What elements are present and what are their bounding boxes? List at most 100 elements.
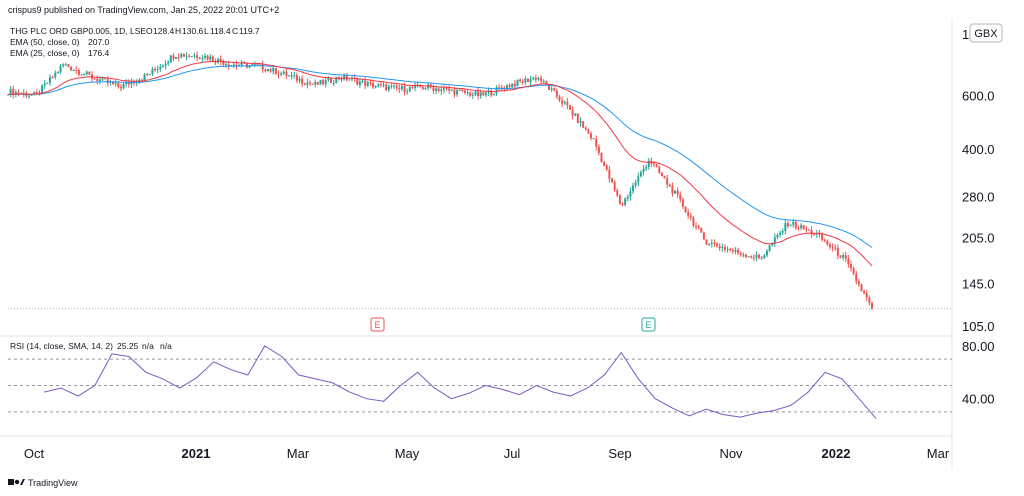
- candle-body: [67, 64, 70, 67]
- candle-body: [453, 89, 456, 95]
- candle-body: [561, 100, 564, 104]
- earnings-marker[interactable]: E: [641, 317, 656, 332]
- candle-body: [676, 190, 679, 195]
- candle-body: [758, 254, 761, 258]
- candle-body: [671, 185, 674, 194]
- candle-body: [705, 239, 708, 245]
- candle-body: [771, 243, 774, 246]
- candle-body: [377, 84, 380, 87]
- candle-body: [303, 83, 306, 85]
- candle-body: [687, 212, 690, 216]
- candle-body: [316, 82, 319, 85]
- ohlc-low-key: L: [204, 26, 209, 36]
- candle-body: [576, 113, 579, 123]
- candle-body: [182, 53, 185, 57]
- y-tick-label: 600.0: [962, 89, 995, 104]
- earnings-marker-label: E: [645, 320, 651, 330]
- candle-body: [626, 196, 629, 199]
- candle-body: [70, 66, 73, 71]
- candle-body: [776, 234, 779, 238]
- candle-body: [592, 138, 595, 140]
- candle-body: [101, 77, 104, 80]
- candle-body: [792, 221, 795, 225]
- candle-body: [164, 63, 167, 66]
- candle-body: [193, 55, 196, 57]
- candle-body: [658, 166, 661, 173]
- candle-body: [624, 198, 627, 205]
- candle-body: [33, 92, 36, 95]
- footer-brand[interactable]: TradingView: [8, 478, 78, 488]
- candle-body: [379, 84, 382, 86]
- candle-body: [222, 61, 225, 65]
- candle-body: [492, 93, 495, 96]
- candle-body: [786, 223, 789, 227]
- candle-body: [64, 64, 67, 66]
- candle-body: [83, 74, 86, 76]
- candle-body: [689, 215, 692, 218]
- candle-body: [311, 83, 314, 85]
- candle-body: [781, 230, 784, 233]
- candle-body: [109, 82, 112, 84]
- candle-body: [408, 86, 411, 92]
- candle-body: [298, 78, 301, 81]
- candle-body: [356, 78, 359, 85]
- candle-body: [568, 105, 571, 110]
- candle-body: [737, 249, 740, 253]
- candle-body: [603, 162, 606, 166]
- candle-body: [521, 81, 524, 83]
- candle-body: [156, 69, 159, 71]
- candle-body: [432, 87, 435, 91]
- candle-body: [823, 239, 826, 241]
- ema25-line: [7, 60, 873, 267]
- candle-body: [245, 63, 248, 68]
- candle-body: [605, 165, 608, 170]
- candle-body: [127, 82, 130, 85]
- candle-body: [849, 264, 852, 269]
- candle-body: [807, 229, 810, 231]
- candle-body: [800, 225, 803, 228]
- candle-body: [217, 58, 220, 63]
- candle-body: [587, 129, 590, 134]
- x-tick-label: Jul: [504, 446, 521, 461]
- candle-body: [637, 176, 640, 183]
- candle-body: [744, 254, 747, 258]
- candle-body: [865, 293, 868, 298]
- candle-body: [760, 257, 763, 259]
- candle-body: [295, 74, 298, 81]
- candle-body: [471, 94, 474, 96]
- candle-body: [584, 127, 587, 130]
- candle-body: [366, 82, 369, 86]
- candle-body: [143, 74, 146, 81]
- candle-body: [248, 65, 251, 68]
- candle-body: [104, 77, 107, 80]
- candle-body: [456, 90, 459, 95]
- candle-body: [169, 55, 172, 63]
- candle-body: [721, 247, 724, 249]
- candle-body: [487, 90, 490, 93]
- candle-body: [114, 82, 117, 85]
- rsi-line: [43, 345, 877, 419]
- candle-body: [574, 113, 577, 116]
- candle-body: [710, 242, 713, 245]
- candle-body: [558, 96, 561, 101]
- candle-body: [537, 77, 540, 80]
- candle-body: [277, 74, 280, 76]
- candle-body: [209, 56, 212, 60]
- earnings-marker[interactable]: E: [370, 317, 385, 332]
- candle-body: [742, 254, 745, 256]
- candle-body: [332, 82, 335, 84]
- candle-body: [306, 82, 309, 85]
- candle-body: [322, 80, 325, 85]
- candle-body: [117, 82, 120, 87]
- candle-body: [211, 56, 214, 61]
- candle-body: [860, 284, 863, 291]
- candle-body: [679, 194, 682, 200]
- y-tick-label: 280.0: [962, 189, 995, 204]
- candle-body: [461, 89, 464, 91]
- candle-body: [232, 64, 235, 66]
- currency-badge[interactable]: GBX: [969, 23, 1003, 43]
- x-tick-label: Oct: [24, 446, 45, 461]
- price-pane: [7, 51, 952, 311]
- candle-body: [739, 252, 742, 255]
- candle-body: [106, 79, 109, 84]
